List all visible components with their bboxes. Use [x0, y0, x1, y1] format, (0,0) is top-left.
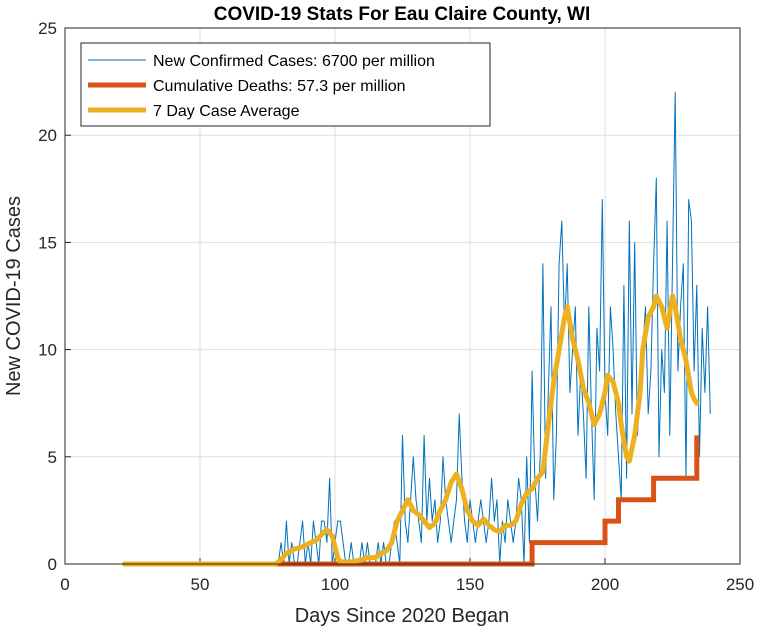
- legend-label-deaths: Cumulative Deaths: 57.3 per million: [153, 78, 406, 95]
- x-axis-label: Days Since 2020 Began: [295, 605, 510, 627]
- x-tick-label: 100: [321, 575, 349, 594]
- y-tick-label: 5: [48, 448, 57, 467]
- plot-frame: [64, 27, 741, 565]
- x-axis-ticks: 0 50 100 150 200 250: [60, 558, 754, 594]
- legend-box: [80, 42, 491, 127]
- y-tick-label: 25: [38, 19, 57, 38]
- y-tick-label: 20: [38, 126, 57, 145]
- y-tick-label: 15: [38, 233, 57, 252]
- y-axis-ticks: 0 5 10 15 20 25: [38, 19, 71, 574]
- legend: New Confirmed Cases: 6700 per million Cu…: [80, 42, 491, 127]
- legend-label-new-cases: New Confirmed Cases: 6700 per million: [153, 53, 435, 70]
- x-tick-label: 50: [191, 575, 210, 594]
- y-tick-label: 10: [38, 341, 57, 360]
- x-tick-label: 0: [60, 575, 69, 594]
- x-tick-label: 250: [726, 575, 754, 594]
- series-line-deaths: [124, 435, 700, 567]
- x-tick-label: 150: [456, 575, 484, 594]
- y-tick-label: 0: [48, 555, 57, 574]
- series-line-7day-avg: [121, 293, 700, 567]
- legend-label-avg: 7 Day Case Average: [153, 103, 300, 120]
- x-tick-label: 200: [591, 575, 619, 594]
- chart-title: COVID-19 Stats For Eau Claire County, WI: [214, 4, 591, 25]
- y-axis-label: New COVID-19 Cases: [3, 196, 25, 396]
